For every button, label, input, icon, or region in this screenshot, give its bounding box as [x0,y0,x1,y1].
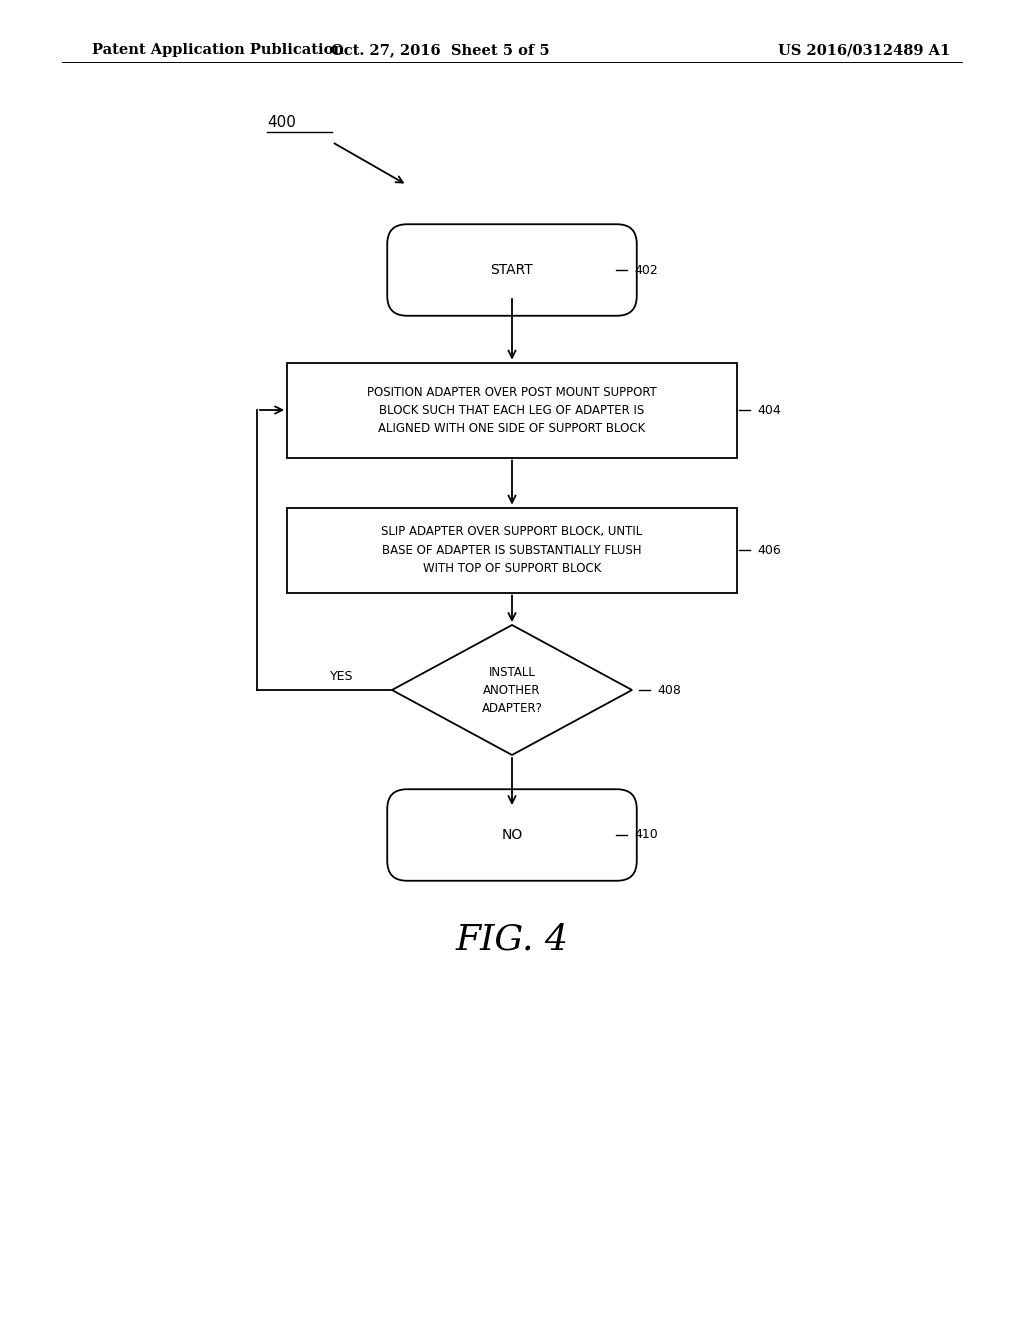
FancyBboxPatch shape [387,224,637,315]
Text: Oct. 27, 2016  Sheet 5 of 5: Oct. 27, 2016 Sheet 5 of 5 [331,44,550,57]
Text: 410: 410 [634,829,657,842]
Text: 402: 402 [634,264,657,276]
Text: 406: 406 [757,544,780,557]
Text: NO: NO [502,828,522,842]
Text: START: START [490,263,534,277]
Text: 400: 400 [267,115,296,129]
Text: POSITION ADAPTER OVER POST MOUNT SUPPORT
BLOCK SUCH THAT EACH LEG OF ADAPTER IS
: POSITION ADAPTER OVER POST MOUNT SUPPORT… [367,385,657,434]
Text: 404: 404 [757,404,780,417]
Text: FIG. 4: FIG. 4 [456,923,568,957]
FancyBboxPatch shape [387,789,637,880]
Polygon shape [392,624,632,755]
Text: INSTALL
ANOTHER
ADAPTER?: INSTALL ANOTHER ADAPTER? [481,665,543,714]
Text: SLIP ADAPTER OVER SUPPORT BLOCK, UNTIL
BASE OF ADAPTER IS SUBSTANTIALLY FLUSH
WI: SLIP ADAPTER OVER SUPPORT BLOCK, UNTIL B… [381,525,643,574]
Text: 408: 408 [657,684,681,697]
Bar [287,507,737,593]
Text: YES: YES [331,669,353,682]
Text: US 2016/0312489 A1: US 2016/0312489 A1 [778,44,950,57]
Text: Patent Application Publication: Patent Application Publication [92,44,344,57]
Bar [287,363,737,458]
